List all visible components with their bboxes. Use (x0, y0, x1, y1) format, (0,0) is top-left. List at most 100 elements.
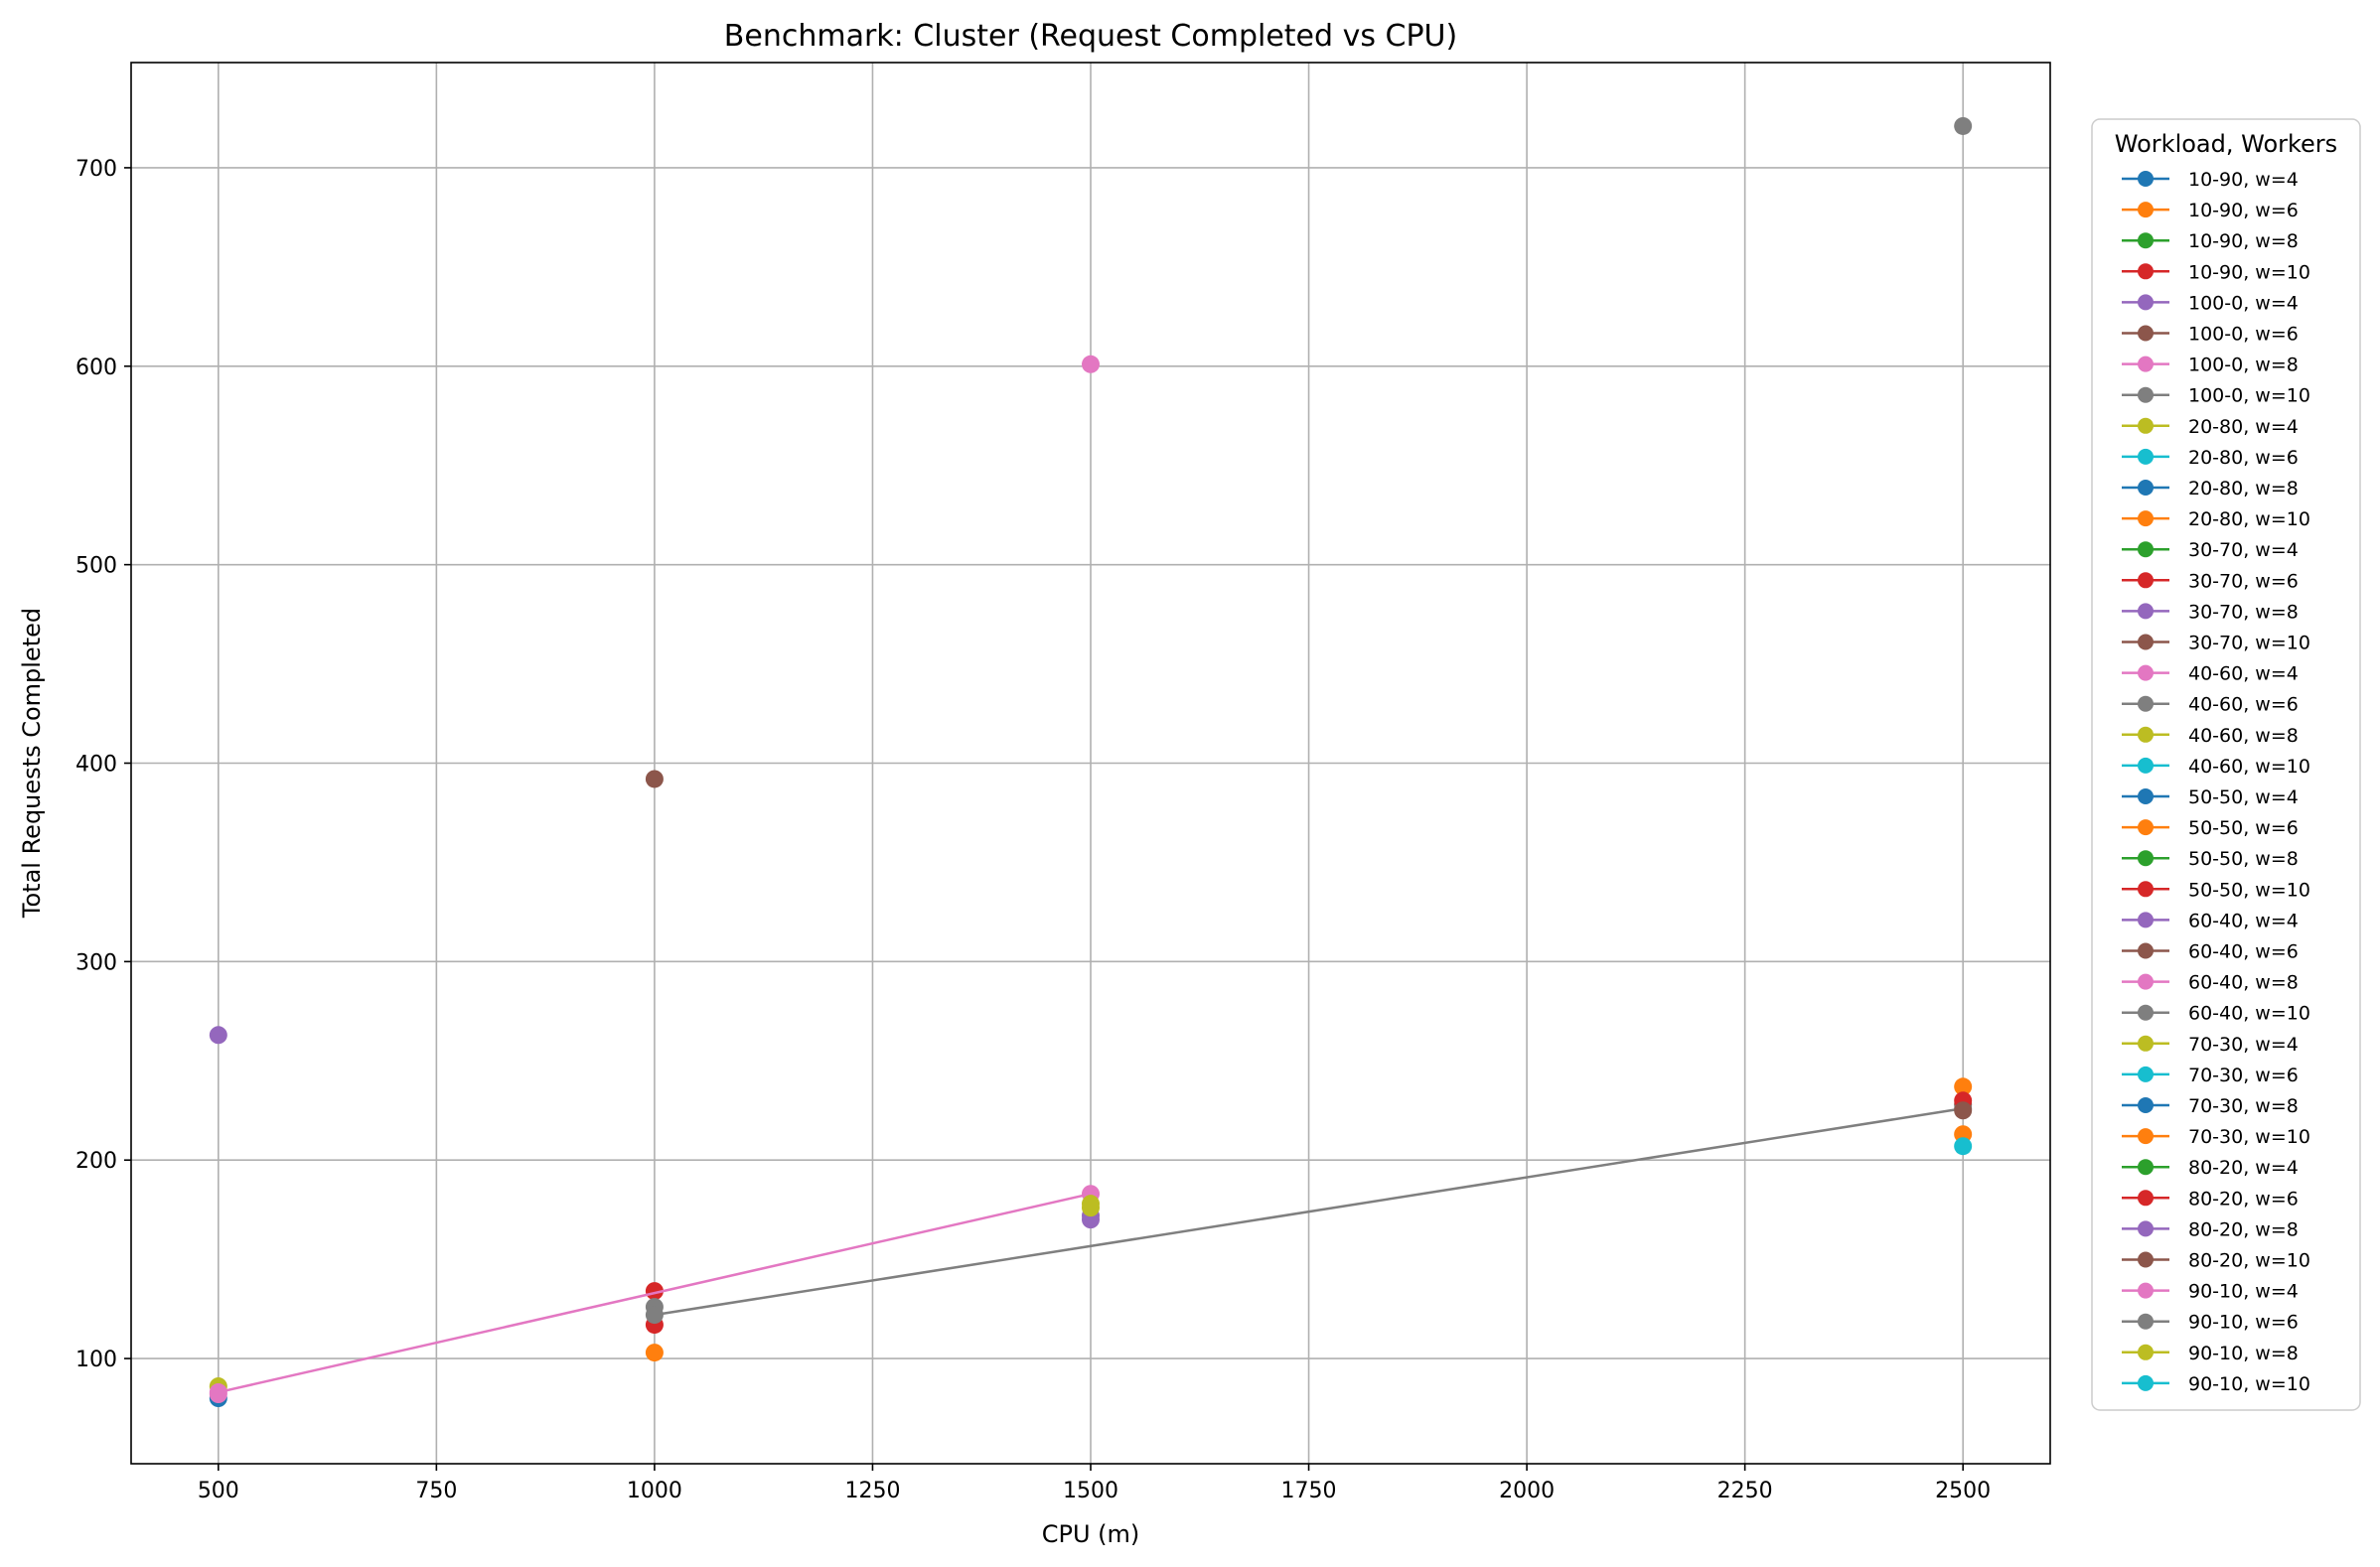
legend-label: 90-10, w=10 (2188, 1373, 2310, 1395)
x-tick-label: 1250 (844, 1479, 900, 1503)
legend-marker (2138, 541, 2154, 558)
legend-label: 60-40, w=6 (2188, 941, 2299, 963)
legend-label: 80-20, w=6 (2188, 1188, 2299, 1210)
data-point (1954, 1101, 1973, 1120)
legend-item: 60-40, w=10 (2122, 1003, 2310, 1025)
legend-label: 10-90, w=6 (2188, 200, 2299, 221)
legend-label: 60-40, w=8 (2188, 972, 2299, 994)
legend-label: 10-90, w=8 (2188, 230, 2299, 252)
legend-marker (2138, 356, 2154, 372)
y-axis-ticks: 100 200 300 400 500 600 700 (75, 157, 131, 1372)
legend-label: 80-20, w=4 (2188, 1157, 2299, 1179)
legend-marker (2138, 912, 2154, 928)
legend-marker (2138, 1282, 2154, 1299)
y-tick-label: 500 (75, 554, 117, 579)
x-axis-ticks: 500 750 1000 1250 1500 1750 2000 2250 2500 (198, 1464, 1991, 1503)
legend-label: 50-50, w=8 (2188, 848, 2299, 870)
legend-item: 80-20, w=8 (2122, 1218, 2299, 1240)
y-tick-label: 700 (75, 157, 117, 182)
legend-marker (2138, 572, 2154, 589)
legend-marker (2138, 232, 2154, 249)
legend-marker (2138, 1159, 2154, 1176)
data-point (1082, 355, 1100, 373)
legend-marker (2138, 386, 2154, 403)
legend-marker (2138, 603, 2154, 620)
data-points (209, 116, 1973, 1408)
legend-marker (2138, 1128, 2154, 1145)
legend-item: 10-90, w=6 (2122, 200, 2299, 221)
legend-item: 40-60, w=4 (2122, 663, 2299, 685)
legend-marker (2138, 819, 2154, 836)
legend-marker (2138, 510, 2154, 527)
legend-marker (2138, 171, 2154, 187)
legend-label: 100-0, w=6 (2188, 324, 2299, 346)
legend-label: 50-50, w=10 (2188, 879, 2310, 901)
legend-label: 30-70, w=4 (2188, 539, 2299, 561)
legend-label: 90-10, w=8 (2188, 1343, 2299, 1364)
legend-item: 50-50, w=8 (2122, 848, 2299, 870)
legend-label: 20-80, w=8 (2188, 478, 2299, 499)
legend-marker (2138, 1190, 2154, 1207)
legend-marker (2138, 942, 2154, 959)
legend-box (2091, 118, 2361, 1411)
legend-item: 90-10, w=10 (2122, 1373, 2310, 1395)
x-tick-label: 2250 (1717, 1479, 1773, 1503)
legend-marker (2138, 1313, 2154, 1330)
legend-marker (2138, 1374, 2154, 1391)
legend-marker (2138, 1097, 2154, 1113)
legend-marker (2138, 1251, 2154, 1268)
legend-item: 50-50, w=4 (2122, 786, 2299, 808)
legend-label: 60-40, w=10 (2188, 1003, 2310, 1025)
legend-label: 10-90, w=10 (2188, 261, 2310, 283)
legend-marker (2138, 850, 2154, 867)
legend-item: 80-20, w=10 (2122, 1250, 2310, 1272)
legend-label: 70-30, w=10 (2188, 1126, 2310, 1148)
legend-label: 40-60, w=4 (2188, 663, 2299, 685)
legend-label: 20-80, w=4 (2188, 416, 2299, 438)
data-point (1954, 1077, 1973, 1096)
x-tick-label: 500 (198, 1479, 239, 1503)
legend-marker (2138, 294, 2154, 311)
legend-label: 30-70, w=8 (2188, 601, 2299, 623)
legend-label: 100-0, w=4 (2188, 292, 2299, 314)
legend-item: 70-30, w=4 (2122, 1034, 2299, 1056)
legend-item: 10-90, w=10 (2122, 261, 2310, 283)
legend-marker (2138, 634, 2154, 650)
legend-marker (2138, 973, 2154, 990)
legend-label: 40-60, w=6 (2188, 694, 2299, 716)
legend-item: 60-40, w=8 (2122, 972, 2299, 994)
legend-marker (2138, 1344, 2154, 1360)
legend-item: 40-60, w=6 (2122, 694, 2299, 716)
legend-marker (2138, 480, 2154, 496)
x-tick-label: 2500 (1935, 1479, 1991, 1503)
legend: Workload, Workers 10-90, w=410-90, w=610… (2091, 118, 2361, 1411)
legend-marker (2138, 1066, 2154, 1082)
legend-title: Workload, Workers (2115, 130, 2337, 158)
legend-label: 80-20, w=8 (2188, 1218, 2299, 1240)
legend-label: 50-50, w=6 (2188, 817, 2299, 839)
y-tick-label: 100 (75, 1348, 117, 1372)
y-tick-label: 300 (75, 950, 117, 975)
legend-item: 60-40, w=4 (2122, 910, 2299, 931)
legend-item: 90-10, w=8 (2122, 1343, 2299, 1364)
data-point (645, 770, 664, 788)
legend-label: 90-10, w=4 (2188, 1281, 2299, 1303)
data-point (1954, 116, 1973, 135)
legend-marker (2138, 695, 2154, 712)
legend-item: 70-30, w=10 (2122, 1126, 2310, 1148)
x-tick-label: 2000 (1499, 1479, 1555, 1503)
legend-label: 40-60, w=8 (2188, 725, 2299, 747)
legend-marker (2138, 788, 2154, 804)
x-tick-label: 1000 (627, 1479, 682, 1503)
legend-marker (2138, 881, 2154, 898)
legend-item: 100-0, w=8 (2122, 355, 2299, 376)
chart-title: Benchmark: Cluster (Request Completed vs… (724, 19, 1457, 54)
legend-item: 40-60, w=8 (2122, 725, 2299, 747)
x-tick-label: 1750 (1281, 1479, 1337, 1503)
legend-item: 40-60, w=10 (2122, 756, 2310, 778)
legend-marker (2138, 757, 2154, 774)
legend-marker (2138, 1035, 2154, 1052)
legend-label: 50-50, w=4 (2188, 786, 2299, 808)
legend-marker (2138, 1004, 2154, 1021)
data-point (645, 1344, 664, 1362)
